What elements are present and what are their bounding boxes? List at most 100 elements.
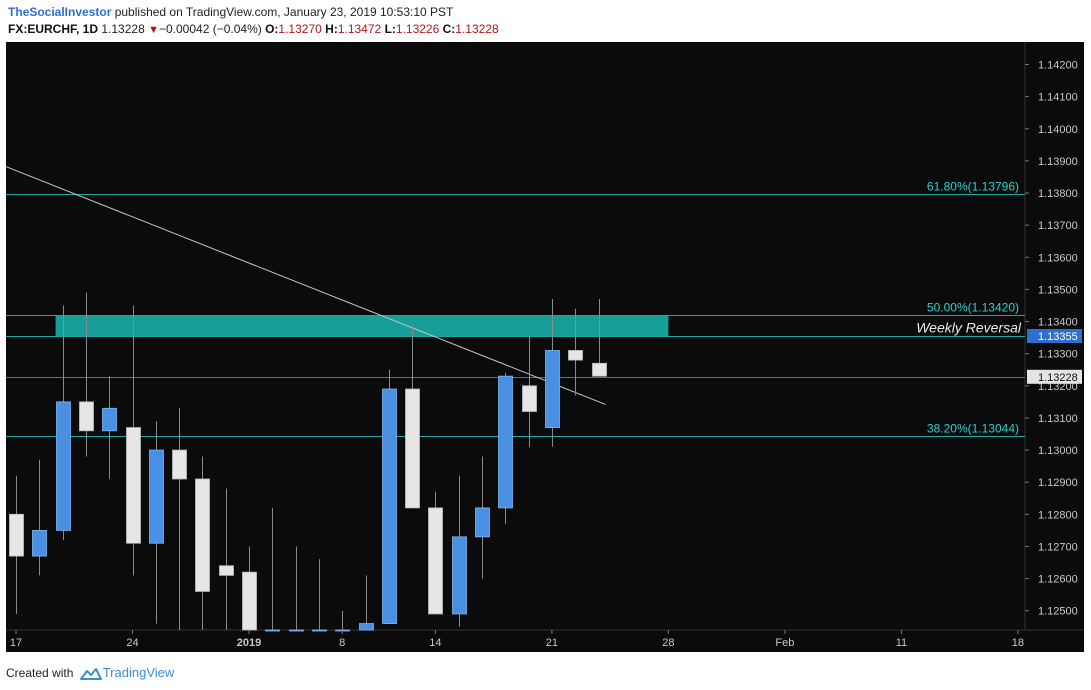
candle bbox=[32, 459, 47, 576]
close-label: C: bbox=[442, 22, 456, 36]
candle-body bbox=[32, 529, 47, 557]
time-tick-label: 24 bbox=[126, 637, 138, 649]
price-tick-label: 1.13800 bbox=[1038, 188, 1078, 200]
price-tick-label: 1.14200 bbox=[1038, 59, 1078, 71]
fib-level-label: 50.00%(1.13420) bbox=[927, 301, 1019, 315]
candle-body bbox=[312, 629, 327, 632]
price-tick-label: 1.13600 bbox=[1038, 252, 1078, 264]
candle-body bbox=[56, 401, 71, 531]
price-tick-label: 1.13100 bbox=[1038, 413, 1078, 425]
candle bbox=[9, 475, 24, 614]
candle-body bbox=[428, 507, 443, 615]
price-tick-label: 1.12800 bbox=[1038, 509, 1078, 521]
footer: Created with TradingView bbox=[6, 664, 174, 682]
ohlc-line: FX:EURCHF, 1D 1.13228 ▼−0.00042 (−0.04%)… bbox=[8, 21, 1083, 38]
time-axis bbox=[6, 630, 1084, 652]
high-label: H: bbox=[325, 22, 338, 36]
candle bbox=[568, 308, 583, 396]
candle-body bbox=[126, 427, 141, 544]
candle bbox=[102, 376, 117, 479]
candle bbox=[522, 334, 537, 447]
candle-body bbox=[172, 449, 187, 480]
price-tick-label: 1.13500 bbox=[1038, 284, 1078, 296]
fib-level-label: 38.20%(1.13044) bbox=[927, 422, 1019, 436]
candle-body bbox=[102, 407, 117, 432]
candle-body bbox=[568, 350, 583, 361]
candle bbox=[289, 546, 304, 632]
candle-body bbox=[9, 513, 24, 557]
time-tick-label: 28 bbox=[662, 637, 674, 649]
price-tick-label: 1.14000 bbox=[1038, 124, 1078, 136]
price-tag-box bbox=[1027, 369, 1082, 384]
candle-body bbox=[452, 536, 467, 615]
price-tick-label: 1.12700 bbox=[1038, 541, 1078, 553]
price-tag-label: 1.13355 bbox=[1038, 331, 1078, 343]
candle-body bbox=[522, 385, 537, 412]
candle-body bbox=[195, 478, 210, 592]
time-tick-label: 2019 bbox=[237, 637, 261, 649]
author-link[interactable]: TheSocialInvestor bbox=[8, 5, 112, 19]
candle bbox=[149, 421, 164, 624]
candle bbox=[265, 507, 280, 632]
price-chart[interactable]: 61.80%(1.13796) 50.00%(1.13420) 38.20%(1.1… bbox=[6, 42, 1084, 652]
price-tick-label: 1.13300 bbox=[1038, 349, 1078, 361]
candle bbox=[405, 324, 420, 509]
price-tick-label: 1.13700 bbox=[1038, 220, 1078, 232]
price-tick-label: 1.14100 bbox=[1038, 92, 1078, 104]
open-value: 1.13270 bbox=[278, 22, 322, 36]
candle bbox=[428, 491, 443, 615]
candle bbox=[219, 488, 234, 630]
low-label: L: bbox=[384, 22, 396, 36]
high-value: 1.13472 bbox=[337, 22, 382, 36]
price-tick-label: 1.12500 bbox=[1038, 606, 1078, 618]
candle bbox=[312, 559, 327, 632]
tradingview-brand[interactable]: TradingView bbox=[102, 665, 175, 680]
candle-body bbox=[219, 565, 234, 576]
candle-body bbox=[149, 449, 164, 544]
publish-line: TheSocialInvestor published on TradingVi… bbox=[8, 4, 1083, 21]
time-tick-label: 11 bbox=[896, 637, 907, 649]
low-value: 1.13226 bbox=[395, 22, 440, 36]
candle-body bbox=[265, 629, 280, 632]
time-tick-label: Feb bbox=[775, 637, 794, 649]
down-arrow-icon: ▼ bbox=[148, 24, 159, 36]
time-tick-label: 14 bbox=[429, 637, 441, 649]
candle-body bbox=[498, 375, 513, 509]
open-label: O: bbox=[265, 22, 279, 36]
price-tick-label: 1.12900 bbox=[1038, 477, 1078, 489]
candle-body bbox=[475, 507, 490, 538]
candle bbox=[545, 299, 560, 447]
price-tick-label: 1.13000 bbox=[1038, 445, 1078, 457]
close-value: 1.13228 bbox=[455, 22, 499, 36]
time-tick-label: 17 bbox=[10, 637, 22, 649]
candle-body bbox=[405, 388, 420, 509]
candle bbox=[382, 369, 397, 624]
candle bbox=[359, 575, 374, 631]
time-tick-label: 18 bbox=[1012, 637, 1024, 649]
candle-body bbox=[382, 388, 397, 624]
weekly-reversal-zone bbox=[55, 315, 669, 336]
candle-body bbox=[289, 629, 304, 632]
candle bbox=[79, 292, 94, 457]
fib-level-label: 61.80%(1.13796) bbox=[927, 180, 1019, 194]
price-tick-label: 1.13900 bbox=[1038, 156, 1078, 168]
created-with-label: Created with bbox=[6, 666, 74, 680]
price-tick-label: 1.13400 bbox=[1038, 317, 1078, 329]
candle bbox=[172, 408, 187, 630]
price-tag-box bbox=[1027, 329, 1082, 343]
price-change: −0.00042 (−0.04%) bbox=[158, 22, 262, 36]
candle-body bbox=[79, 401, 94, 432]
candle-body bbox=[359, 623, 374, 631]
price-tag-label: 1.13228 bbox=[1038, 372, 1078, 384]
candle-body bbox=[592, 362, 607, 377]
candle bbox=[56, 305, 71, 541]
last-price: 1.13228 bbox=[101, 22, 145, 36]
chart-header: TheSocialInvestor published on TradingVi… bbox=[8, 4, 1083, 38]
candle bbox=[498, 372, 513, 524]
time-tick-label: 8 bbox=[339, 637, 345, 649]
tradingview-logo-icon bbox=[79, 667, 102, 680]
trendline bbox=[6, 166, 606, 405]
candle bbox=[195, 456, 210, 630]
candle bbox=[592, 299, 607, 377]
publish-text: published on TradingView.com, January 23… bbox=[111, 5, 454, 19]
